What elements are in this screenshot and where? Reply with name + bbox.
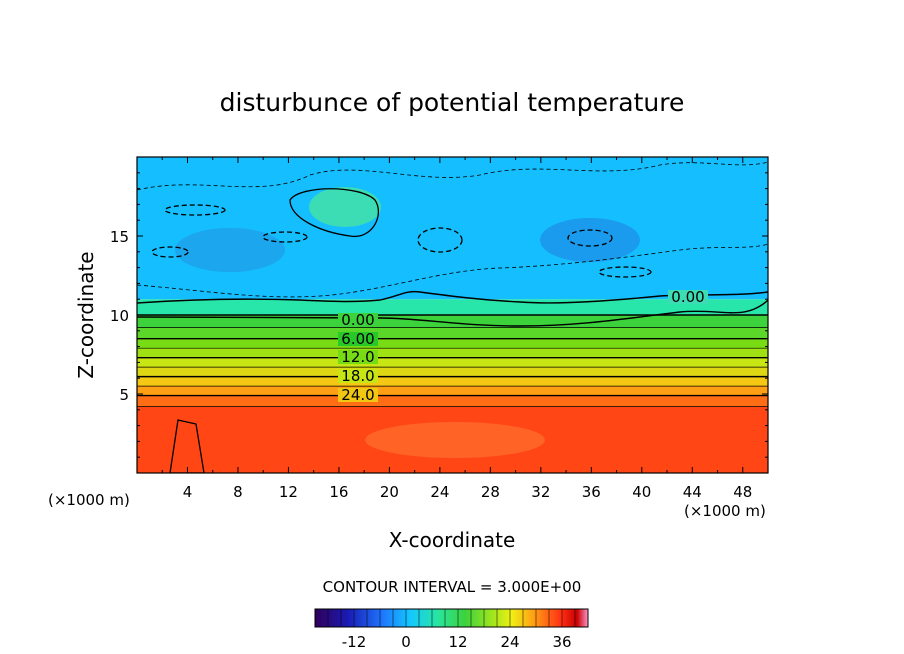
contour-label-1: 0.00: [341, 311, 374, 329]
contour-band: [137, 395, 768, 407]
x-tick-label: 4: [183, 483, 193, 501]
contour-label-0: 0.00: [671, 288, 704, 306]
colorbar-tick-label: -12: [342, 633, 367, 651]
contour-label-bg: [338, 388, 378, 402]
contour-label-2: 6.00: [341, 330, 374, 348]
negative-contour-loop: [598, 266, 652, 278]
negative-contour-loop: [567, 229, 613, 247]
dashed-contour-line: [137, 243, 768, 298]
x-axis-label: X-coordinate: [389, 528, 516, 552]
surface-contour: [169, 419, 205, 473]
contour-label-3: 12.0: [341, 348, 374, 366]
x-unit-right: (×1000 m): [684, 502, 766, 520]
zero-contour-lower: [137, 299, 768, 327]
zero-contour-upper: [137, 290, 768, 304]
contour-band: [137, 157, 768, 300]
x-tick-label: 40: [632, 483, 651, 501]
y-axis-label: Z-coordinate: [74, 251, 98, 378]
contour-label-bg: [338, 313, 378, 327]
x-tick-label: 44: [683, 483, 702, 501]
x-tick-label: 28: [481, 483, 500, 501]
contour-label-bg: [668, 290, 708, 304]
colorbar-tick-label: 36: [552, 633, 571, 651]
negative-contour-loop: [164, 204, 226, 216]
x-tick-label: 48: [733, 483, 752, 501]
contour-labels: 0.00 0.00 6.00 12.0 18.0 24.0: [338, 288, 708, 404]
contour-band: [137, 386, 768, 396]
colorbar: [314, 608, 589, 628]
x-tick-label: 24: [430, 483, 449, 501]
y-tick-label: 5: [119, 386, 129, 404]
colorbar-ticks: -12 0 12 24 36: [314, 609, 589, 651]
chart-title: disturbunce of potential temperature: [220, 88, 685, 117]
contour-band: [137, 338, 768, 349]
y-axis: 5 10 15: [110, 172, 768, 458]
warm-surface-patch: [365, 422, 545, 458]
contour-label-bg: [338, 350, 378, 364]
y-tick-label: 15: [110, 228, 129, 246]
warm-anomaly-blob: [309, 187, 381, 227]
contour-band: [137, 327, 768, 339]
contour-label-5: 24.0: [341, 386, 374, 404]
contour-label-4: 18.0: [341, 367, 374, 385]
x-tick-label: 12: [279, 483, 298, 501]
x-tick-label: 36: [582, 483, 601, 501]
x-unit-left: (×1000 m): [48, 491, 130, 509]
zero-contour-loop: [289, 188, 380, 237]
x-tick-label: 32: [531, 483, 550, 501]
plot-area: [137, 157, 768, 473]
colorbar-tick-label: 12: [448, 633, 467, 651]
cool-anomaly-blob: [540, 218, 640, 262]
colorbar-tick-label: 0: [401, 633, 411, 651]
x-axis: 4 8 12 16 20 24 28 32 36 40 44 48: [161, 157, 752, 501]
x-tick-label: 16: [329, 483, 348, 501]
cool-anomaly-blob: [175, 228, 285, 272]
y-tick-label: 10: [110, 307, 129, 325]
negative-contour-loop: [151, 246, 189, 258]
colorbar-tick-label: 24: [500, 633, 519, 651]
contour-band: [137, 357, 768, 368]
contour-label-bg: [338, 332, 378, 346]
contour-band: [137, 348, 768, 358]
x-tick-label: 20: [380, 483, 399, 501]
dashed-contour-line: [137, 161, 768, 191]
contour-band: [137, 367, 768, 377]
contour-interval-text: CONTOUR INTERVAL = 3.000E+00: [323, 578, 582, 596]
contour-band: [137, 299, 768, 315]
contour-band: [137, 376, 768, 387]
negative-contour-loop: [417, 227, 463, 253]
negative-contour-loop: [262, 231, 308, 243]
contour-label-bg: [338, 369, 378, 383]
x-tick-label: 8: [233, 483, 243, 501]
